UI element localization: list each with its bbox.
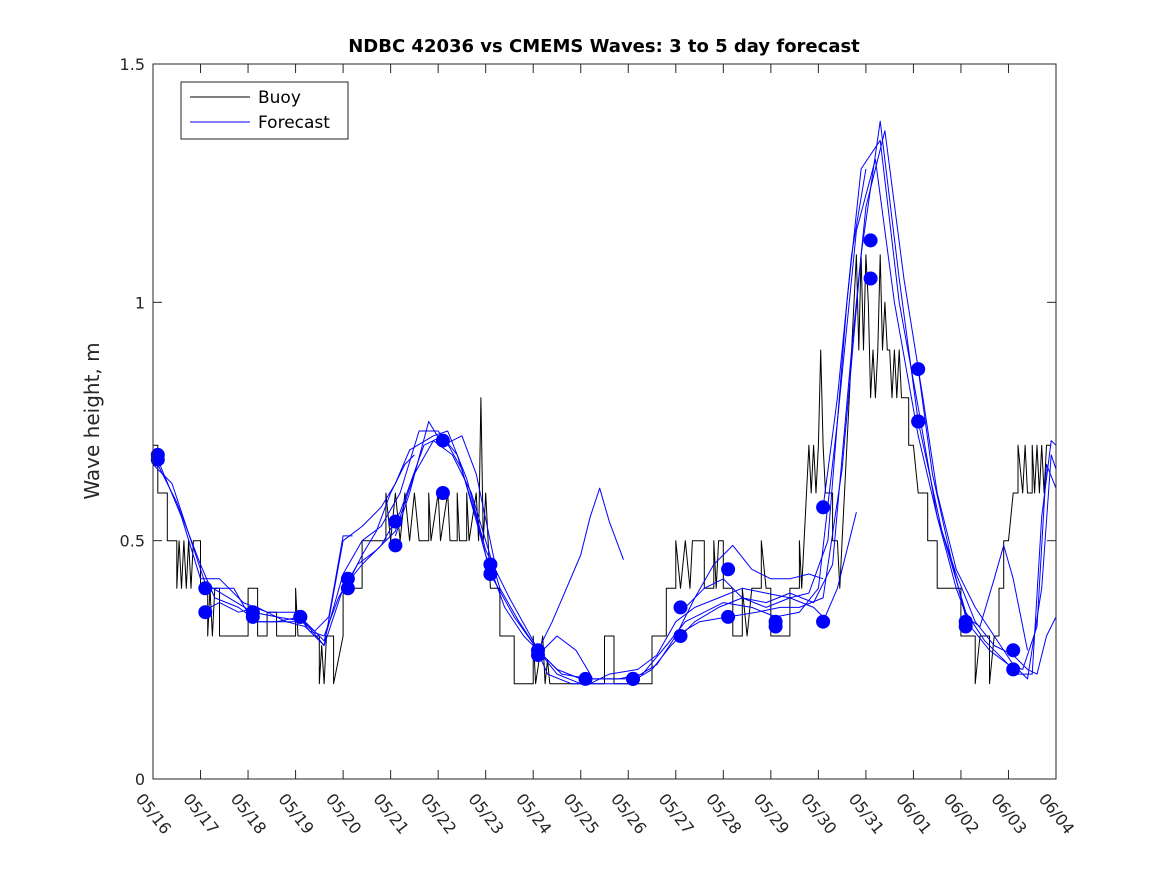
chart-title: NDBC 42036 vs CMEMS Waves: 3 to 5 day fo… xyxy=(348,36,860,57)
series-forecast-line-4 xyxy=(200,139,1057,685)
forecast-marker-1 xyxy=(150,447,165,462)
forecast-marker-7 xyxy=(293,609,308,624)
forecast-marker-32 xyxy=(911,414,926,429)
forecast-marker-35 xyxy=(958,614,973,629)
y-tick-label: 1 xyxy=(135,293,145,312)
series-buoy-line xyxy=(153,254,1052,685)
marker-layer xyxy=(150,233,1021,686)
forecast-marker-10 xyxy=(388,538,403,553)
series-forecast-line-8 xyxy=(347,454,415,584)
forecast-marker-36 xyxy=(1006,662,1021,677)
series-forecast-line-13 xyxy=(822,511,857,622)
forecast-marker-11 xyxy=(388,514,403,529)
series-forecast-line-6 xyxy=(295,535,353,632)
forecast-marker-2 xyxy=(198,605,213,620)
forecast-marker-33 xyxy=(911,362,926,377)
legend-box xyxy=(180,81,349,140)
forecast-marker-24 xyxy=(721,562,736,577)
series-forecast-line-9 xyxy=(537,487,624,651)
forecast-marker-28 xyxy=(816,500,831,515)
forecast-marker-13 xyxy=(435,433,450,448)
forecast-marker-12 xyxy=(435,486,450,500)
forecast-marker-29 xyxy=(863,271,878,286)
series-forecast-line-12 xyxy=(684,578,824,618)
y-axis-ticks: 0 0.5 1 1.5 xyxy=(120,55,1056,789)
series-forecast-line-3 xyxy=(157,130,1057,685)
y-axis-label: Wave height, m xyxy=(80,342,104,499)
y-tick-label: 0.5 xyxy=(120,532,145,551)
forecast-marker-37 xyxy=(1006,643,1021,658)
forecast-marker-27 xyxy=(816,614,831,629)
legend-forecast-label: Forecast xyxy=(258,113,330,133)
y-tick-label: 0 xyxy=(135,770,145,789)
forecast-marker-17 xyxy=(531,643,545,658)
forecast-marker-18 xyxy=(578,671,593,686)
forecast-marker-23 xyxy=(721,609,736,624)
forecast-marker-5 xyxy=(245,605,260,620)
forecast-marker-21 xyxy=(673,629,688,643)
plot-frame xyxy=(152,63,1057,780)
legend: Buoy Forecast xyxy=(180,81,349,140)
forecast-marker-26 xyxy=(768,614,783,629)
series-forecast-line-14 xyxy=(822,168,867,508)
forecast-marker-22 xyxy=(673,600,688,615)
y-tick-label: 1.5 xyxy=(120,55,145,74)
forecast-marker-15 xyxy=(483,557,498,572)
series-forecast-line-11 xyxy=(675,544,824,637)
forecast-marker-3 xyxy=(198,581,213,596)
forecast-marker-20 xyxy=(626,671,640,686)
series-forecast-line-10 xyxy=(537,635,591,675)
forecast-marker-30 xyxy=(863,233,878,248)
series-forecast-line-15 xyxy=(917,369,1028,651)
legend-buoy-label: Buoy xyxy=(258,88,301,108)
forecast-marker-9 xyxy=(340,571,355,586)
